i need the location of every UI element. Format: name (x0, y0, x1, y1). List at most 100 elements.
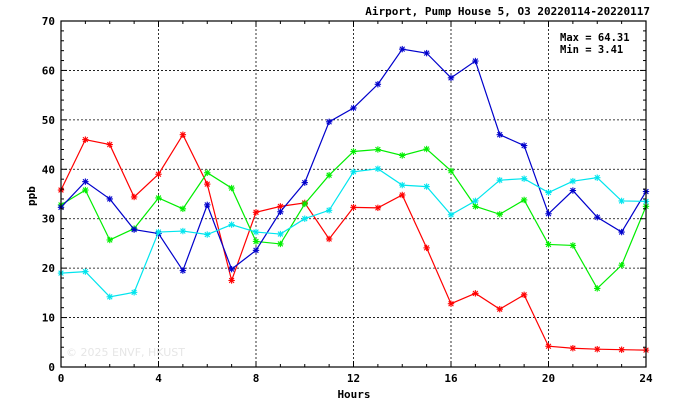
x-tick-label: 0 (58, 372, 65, 385)
data-point-marker (301, 200, 308, 208)
series-2 (57, 145, 650, 292)
x-axis-label: Hours (337, 388, 370, 401)
data-point-marker (350, 204, 357, 211)
data-point-marker (325, 172, 333, 179)
data-point-marker (106, 141, 113, 148)
data-point-marker (496, 305, 503, 313)
data-point-marker (472, 57, 479, 65)
data-point-marker (374, 146, 382, 153)
data-point-marker (252, 228, 260, 236)
y-tick-label: 20 (42, 262, 55, 275)
data-point-marker (520, 142, 528, 149)
data-point-marker (545, 189, 552, 196)
data-point-marker (594, 346, 601, 353)
data-point-marker (594, 214, 601, 221)
data-point-marker (350, 104, 357, 112)
data-point-marker (350, 148, 357, 155)
data-point-marker (374, 204, 382, 212)
data-point-marker (447, 74, 455, 82)
data-point-marker (252, 238, 260, 245)
data-point-marker (204, 169, 211, 176)
data-point-marker (569, 177, 577, 185)
y-tick-label: 30 (42, 213, 55, 226)
x-tick-label: 12 (347, 372, 360, 385)
data-point-marker (447, 300, 455, 307)
data-point-marker (569, 242, 577, 249)
data-point-marker (399, 181, 406, 189)
data-point-marker (618, 346, 625, 353)
data-point-marker (350, 168, 357, 175)
data-point-marker (277, 230, 284, 238)
data-point-marker (594, 285, 601, 292)
data-point-marker (569, 345, 577, 352)
x-tick-label: 8 (253, 372, 260, 385)
data-point-marker (82, 268, 89, 275)
y-tick-label: 60 (42, 64, 55, 77)
data-point-marker (399, 152, 406, 159)
data-point-marker (130, 193, 138, 201)
data-point-marker (301, 179, 308, 186)
y-tick-label: 40 (42, 163, 55, 176)
data-point-marker (179, 205, 187, 213)
data-point-marker (179, 131, 187, 138)
data-point-marker (447, 167, 455, 174)
data-point-marker (423, 145, 430, 153)
data-point-marker (82, 136, 89, 143)
y-tick-label: 70 (42, 15, 55, 28)
x-tick-label: 4 (155, 372, 162, 385)
axis-ticks: 0 10 20 30 40 50 60 70 0 4 8 12 16 20 24 (42, 15, 653, 385)
data-point-marker (204, 180, 211, 188)
data-point-marker (277, 240, 284, 248)
data-point-marker (82, 178, 89, 185)
data-point-marker (106, 293, 113, 301)
max-value-label: Max = 64.31 (560, 32, 630, 44)
data-point-marker (399, 191, 406, 199)
data-point-marker (545, 241, 552, 248)
data-point-marker (82, 186, 89, 194)
data-point-marker (374, 165, 382, 172)
data-point-marker (204, 201, 211, 209)
data-point-marker (496, 131, 503, 138)
data-point-marker (472, 290, 479, 297)
data-point-marker (545, 343, 552, 350)
y-tick-label: 50 (42, 114, 55, 127)
data-point-marker (130, 226, 138, 233)
chart-title: Airport, Pump House 5, O3 20220114-20220… (365, 5, 650, 18)
data-point-marker (252, 247, 260, 254)
series-1 (57, 131, 650, 354)
data-point-marker (618, 261, 625, 269)
data-point-marker (179, 227, 187, 235)
data-point-marker (374, 81, 382, 88)
data-point-marker (228, 184, 235, 192)
data-point-marker (204, 231, 211, 238)
data-point-marker (520, 175, 528, 182)
data-point-marker (520, 291, 528, 299)
data-point-marker (618, 228, 625, 236)
data-point-marker (447, 211, 455, 218)
data-point-marker (228, 221, 235, 228)
data-point-marker (423, 183, 430, 190)
data-point-marker (423, 49, 430, 57)
data-point-marker (277, 208, 284, 215)
data-point-marker (399, 45, 406, 53)
x-tick-label: 20 (542, 372, 555, 385)
data-point-marker (594, 174, 601, 181)
data-point-marker (130, 289, 138, 296)
data-point-marker (155, 228, 162, 236)
data-point-marker (277, 203, 284, 210)
data-point-marker (106, 195, 113, 203)
data-point-marker (496, 211, 503, 218)
min-value-label: Min = 3.41 (560, 44, 623, 56)
data-point-marker (325, 207, 333, 214)
data-point-marker (472, 203, 479, 210)
data-point-marker (423, 244, 430, 252)
data-point-marker (618, 197, 625, 205)
data-point-marker (472, 197, 479, 205)
data-point-marker (569, 187, 577, 194)
data-point-marker (545, 210, 552, 217)
data-point-marker (301, 215, 308, 222)
data-point-marker (252, 209, 260, 216)
